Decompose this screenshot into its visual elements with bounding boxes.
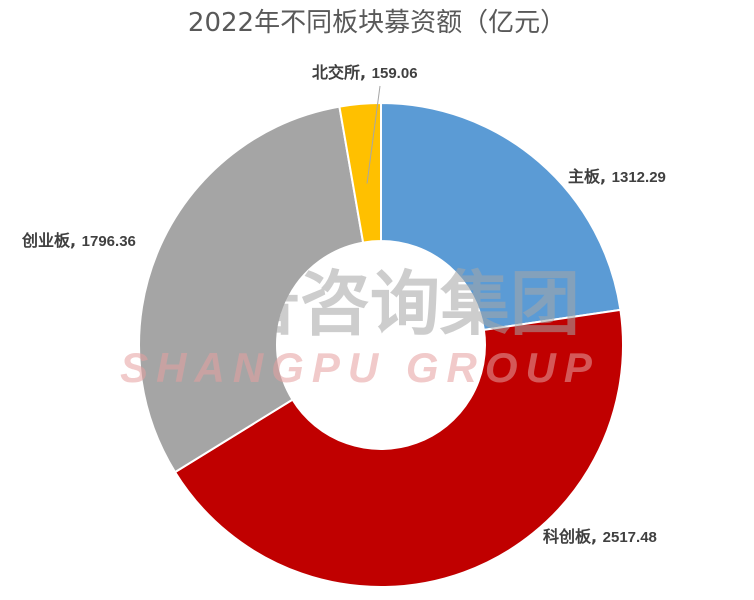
- slice-3: [338, 101, 382, 244]
- chart-title: 2022年不同板块募资额（亿元）: [187, 8, 567, 38]
- slice-0: [380, 101, 622, 332]
- slice-label-2: 创业板, 1796.36: [21, 231, 136, 250]
- leader-lines: [366, 85, 381, 184]
- watermark: 尚普咨询集团 SHANGPU GROUP: [120, 263, 600, 391]
- slice-1: [173, 308, 624, 588]
- watermark-cn: 尚普咨询集团: [160, 263, 580, 345]
- donut-slices: [138, 101, 624, 588]
- watermark-en: SHANGPU GROUP: [120, 344, 600, 391]
- slice-label-3: 北交所, 159.06: [312, 63, 418, 82]
- slice-labels: 主板, 1312.29 科创板, 2517.48 创业板, 1796.36 北交所, …: [21, 63, 666, 546]
- leader-line-3: [366, 85, 381, 184]
- slice-label-0: 主板, 1312.29: [568, 167, 666, 186]
- slice-2: [138, 105, 365, 474]
- slice-label-1: 科创板, 2517.48: [543, 527, 657, 546]
